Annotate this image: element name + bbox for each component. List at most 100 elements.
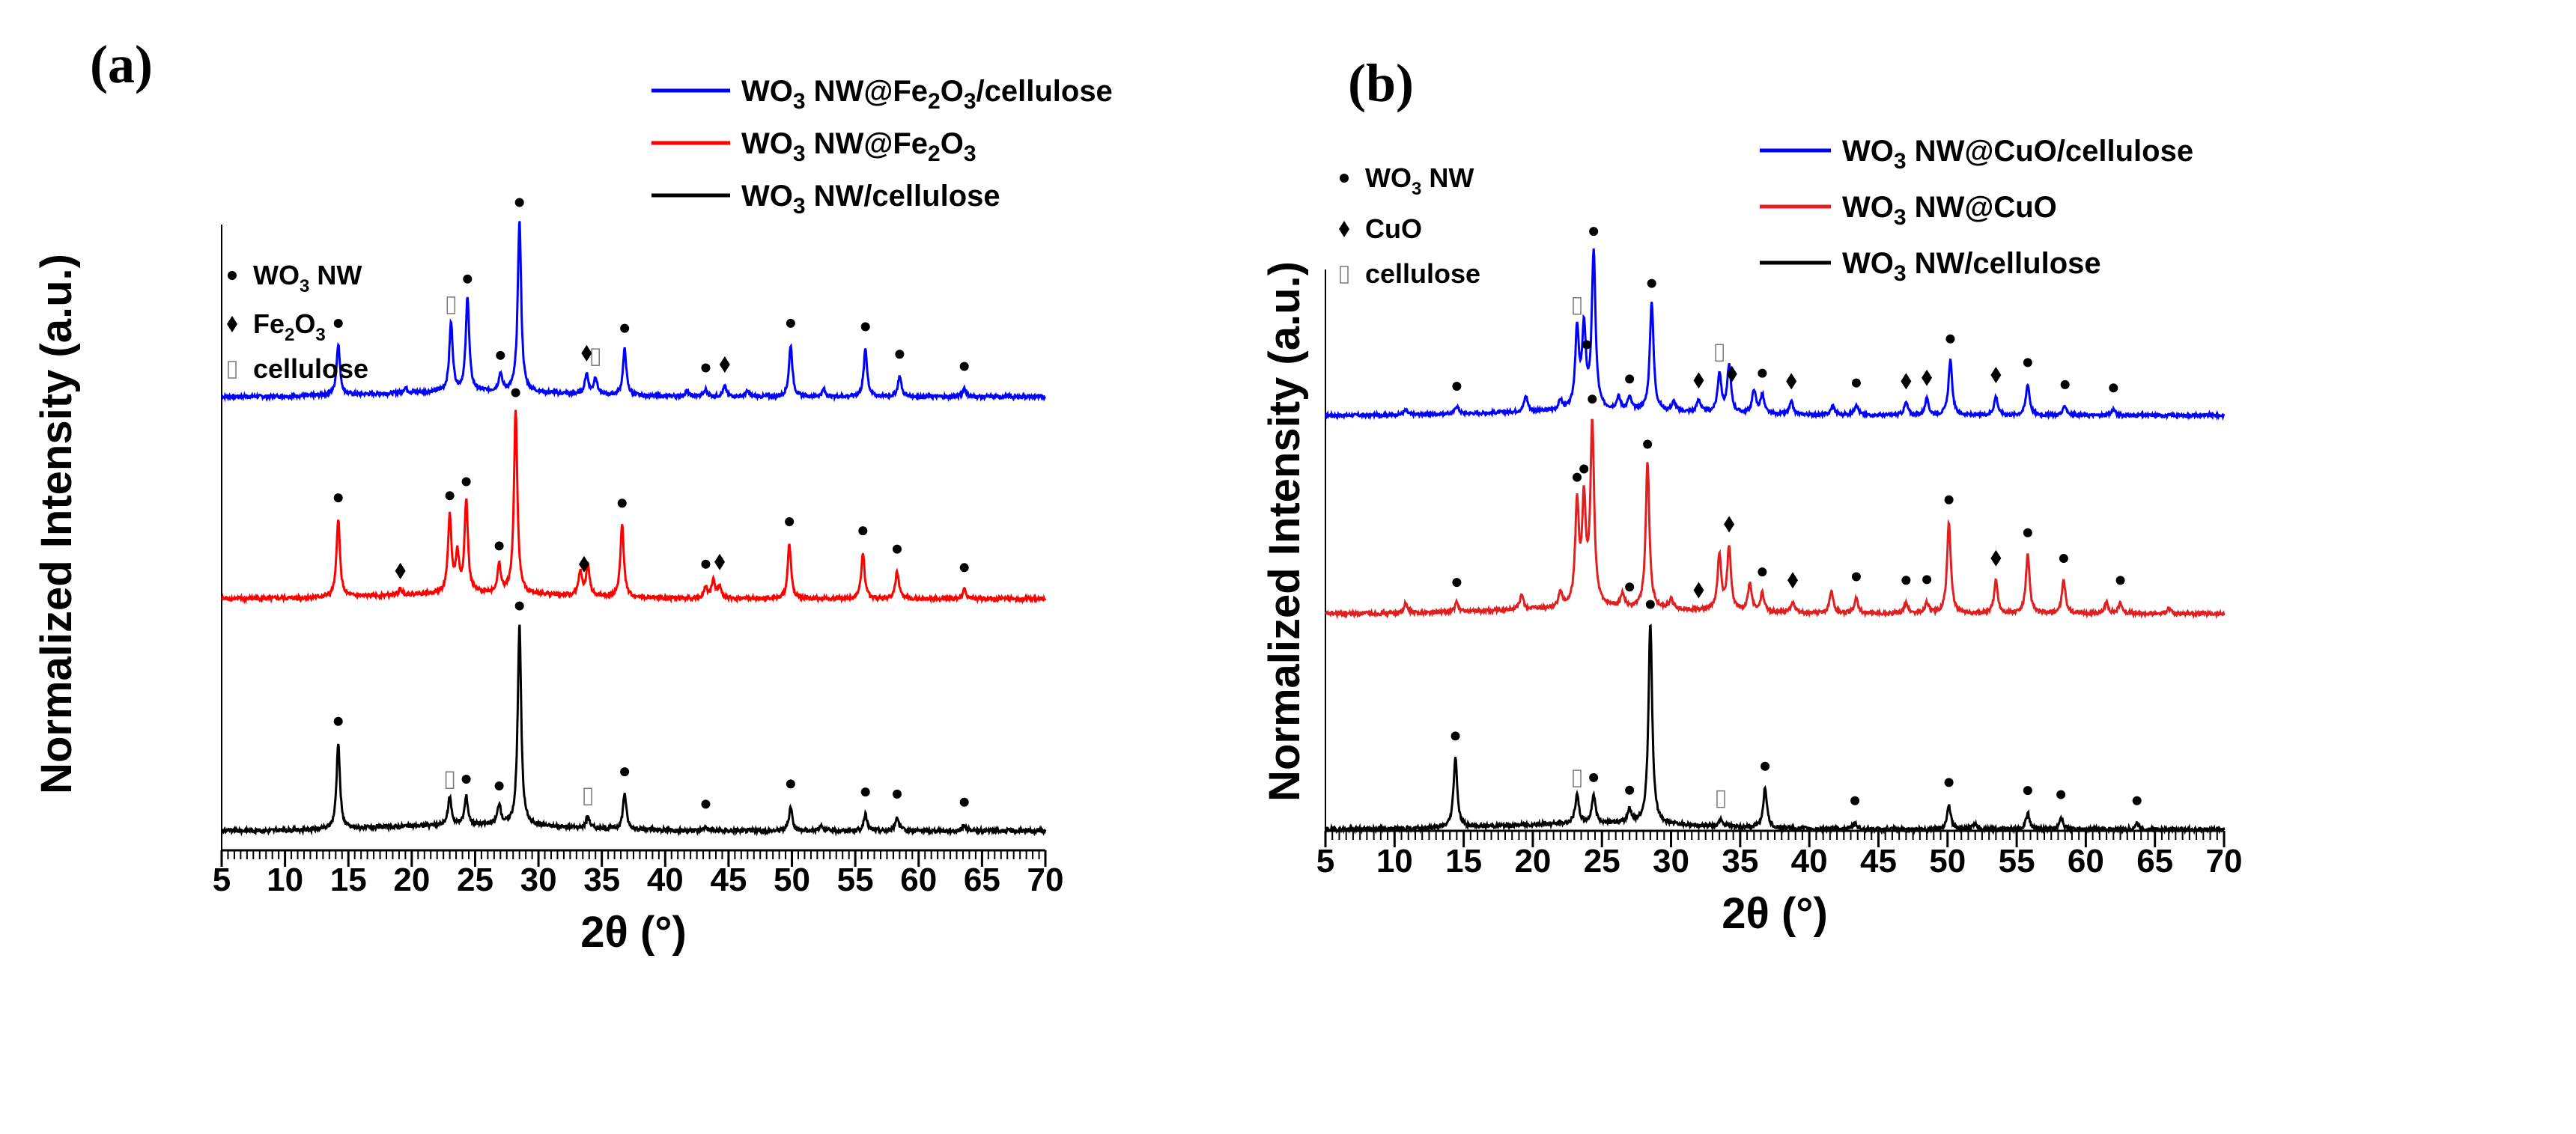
panel-label: (b) bbox=[1348, 53, 1414, 113]
wo3-dot-marker bbox=[895, 350, 905, 359]
wo3-dot-marker bbox=[786, 318, 795, 328]
x-tick-label: 25 bbox=[1584, 843, 1620, 880]
cellulose-box-marker bbox=[1573, 297, 1582, 315]
wo3-dot-marker bbox=[2023, 528, 2032, 537]
subscript: 3 bbox=[964, 89, 976, 114]
wo3-dot-marker bbox=[496, 350, 505, 360]
panel-a: (a) 5 10 15 20 25 30 35 40 45 50 55 60 65 70 2θ (°) Norm… bbox=[32, 34, 1113, 957]
diamond-marker bbox=[1339, 221, 1349, 237]
label-segment: O bbox=[941, 127, 964, 160]
wo3-dot-marker bbox=[333, 318, 343, 328]
wo3-dot-marker bbox=[2056, 790, 2066, 799]
subscript: 3 bbox=[1894, 205, 1907, 230]
wo3-dot-marker bbox=[2060, 379, 2070, 389]
diamond-marker bbox=[395, 562, 406, 579]
symbol-legend-label: Fe2O3 bbox=[253, 308, 326, 345]
wo3-dot-marker bbox=[959, 362, 969, 371]
legend-label: WO3 NW/cellulose bbox=[741, 180, 1000, 219]
diamond-marker bbox=[1990, 367, 2002, 384]
x-tick-label: 45 bbox=[1860, 843, 1897, 880]
x-axis-title: 2θ (°) bbox=[1722, 889, 1828, 938]
wo3-dot-marker bbox=[1340, 174, 1349, 183]
wo3-dot-marker bbox=[1589, 227, 1599, 237]
wo3-dot-marker bbox=[1588, 394, 1597, 404]
label-segment: WO bbox=[253, 260, 300, 290]
wo3-dot-marker bbox=[1589, 772, 1599, 782]
legend-label: WO3 NW@CuO bbox=[1842, 191, 2057, 230]
wo3-dot-marker bbox=[2023, 358, 2032, 368]
wo3-dot-marker bbox=[1582, 340, 1591, 350]
wo3-dot-marker bbox=[1452, 578, 1462, 588]
x-tick-label: 50 bbox=[1929, 843, 1966, 880]
cellulose-box-marker bbox=[591, 348, 600, 366]
wo3-dot-marker bbox=[959, 563, 969, 573]
cellulose-box-marker bbox=[1340, 266, 1349, 284]
subscript: 3 bbox=[300, 276, 309, 296]
wo3-dot-marker bbox=[514, 198, 524, 207]
diamond-marker bbox=[579, 555, 589, 573]
label-segment: /cellulose bbox=[976, 75, 1113, 108]
wo3-dot-marker bbox=[858, 526, 868, 536]
x-tick-label: 30 bbox=[520, 862, 557, 898]
wo3-dot-marker bbox=[1922, 575, 1932, 585]
label-segment: NW@Fe bbox=[806, 127, 928, 160]
wo3-dot-marker bbox=[1625, 582, 1635, 592]
series-line bbox=[1325, 248, 2226, 421]
x-tick-label: 70 bbox=[1027, 862, 1064, 898]
y-axis-title: Normalized Intensity (a.u.) bbox=[32, 254, 81, 794]
label-segment: WO bbox=[1842, 135, 1894, 168]
cellulose-box-marker bbox=[446, 296, 456, 314]
wo3-dot-marker bbox=[2059, 554, 2068, 564]
symbol-legend-label: CuO bbox=[1365, 213, 1422, 244]
wo3-dot-marker bbox=[701, 363, 711, 373]
wo3-dot-marker bbox=[1901, 576, 1911, 585]
x-tick-label: 60 bbox=[900, 862, 937, 898]
wo3-dot-marker bbox=[494, 781, 504, 790]
wo3-dot-marker bbox=[893, 789, 902, 799]
symbol-legend-label: cellulose bbox=[253, 353, 368, 384]
wo3-dot-marker bbox=[620, 323, 630, 333]
x-tick-label: 60 bbox=[2068, 843, 2104, 880]
cellulose-box-marker bbox=[228, 361, 237, 379]
wo3-dot-marker bbox=[959, 797, 969, 807]
symbol-legend-label: WO3 NW bbox=[253, 260, 362, 296]
wo3-dot-marker bbox=[785, 516, 795, 526]
wo3-dot-marker bbox=[333, 716, 343, 726]
x-tick-label: 55 bbox=[1999, 843, 2035, 880]
subscript: 2 bbox=[928, 89, 941, 114]
wo3-dot-marker bbox=[1573, 472, 1582, 482]
label-segment: CuO bbox=[1365, 213, 1422, 244]
cellulose-box-marker bbox=[1573, 769, 1582, 787]
wo3-dot-marker bbox=[1851, 572, 1861, 582]
subscript: 3 bbox=[1412, 179, 1421, 199]
diamond-marker bbox=[1901, 373, 1912, 390]
subscript: 3 bbox=[315, 325, 325, 345]
wo3-dot-marker bbox=[1452, 381, 1462, 391]
diamond-marker bbox=[719, 356, 730, 373]
x-tick-label: 15 bbox=[1445, 843, 1482, 880]
diamond-marker bbox=[1922, 369, 1933, 386]
x-tick-label: 30 bbox=[1653, 843, 1689, 880]
diamond-marker bbox=[1787, 572, 1798, 589]
x-tick-label: 65 bbox=[964, 862, 1000, 898]
x-tick-label: 40 bbox=[1791, 843, 1828, 880]
label-segment: cellulose bbox=[1365, 258, 1480, 289]
x-tick-label: 50 bbox=[774, 862, 810, 898]
symbol-legend-label: WO3 NW bbox=[1365, 162, 1474, 199]
y-axis-title: Normalized Intensity (a.u.) bbox=[1260, 261, 1309, 802]
wo3-dot-marker bbox=[617, 499, 627, 508]
x-tick-label: 35 bbox=[583, 862, 620, 898]
wo3-dot-marker bbox=[786, 779, 795, 789]
wo3-dot-marker bbox=[333, 493, 343, 503]
label-segment: NW@Fe bbox=[806, 75, 928, 108]
wo3-dot-marker bbox=[461, 477, 471, 487]
wo3-dot-marker bbox=[1450, 731, 1460, 741]
subscript: 3 bbox=[793, 89, 806, 114]
wo3-dot-marker bbox=[620, 767, 630, 777]
label-segment: O bbox=[294, 308, 315, 339]
wo3-dot-marker bbox=[2132, 796, 2142, 805]
diamond-marker bbox=[581, 344, 592, 362]
wo3-dot-marker bbox=[228, 271, 237, 280]
legend-label: WO3 NW/cellulose bbox=[1842, 247, 2101, 286]
label-segment: NW@CuO bbox=[1907, 191, 2057, 224]
